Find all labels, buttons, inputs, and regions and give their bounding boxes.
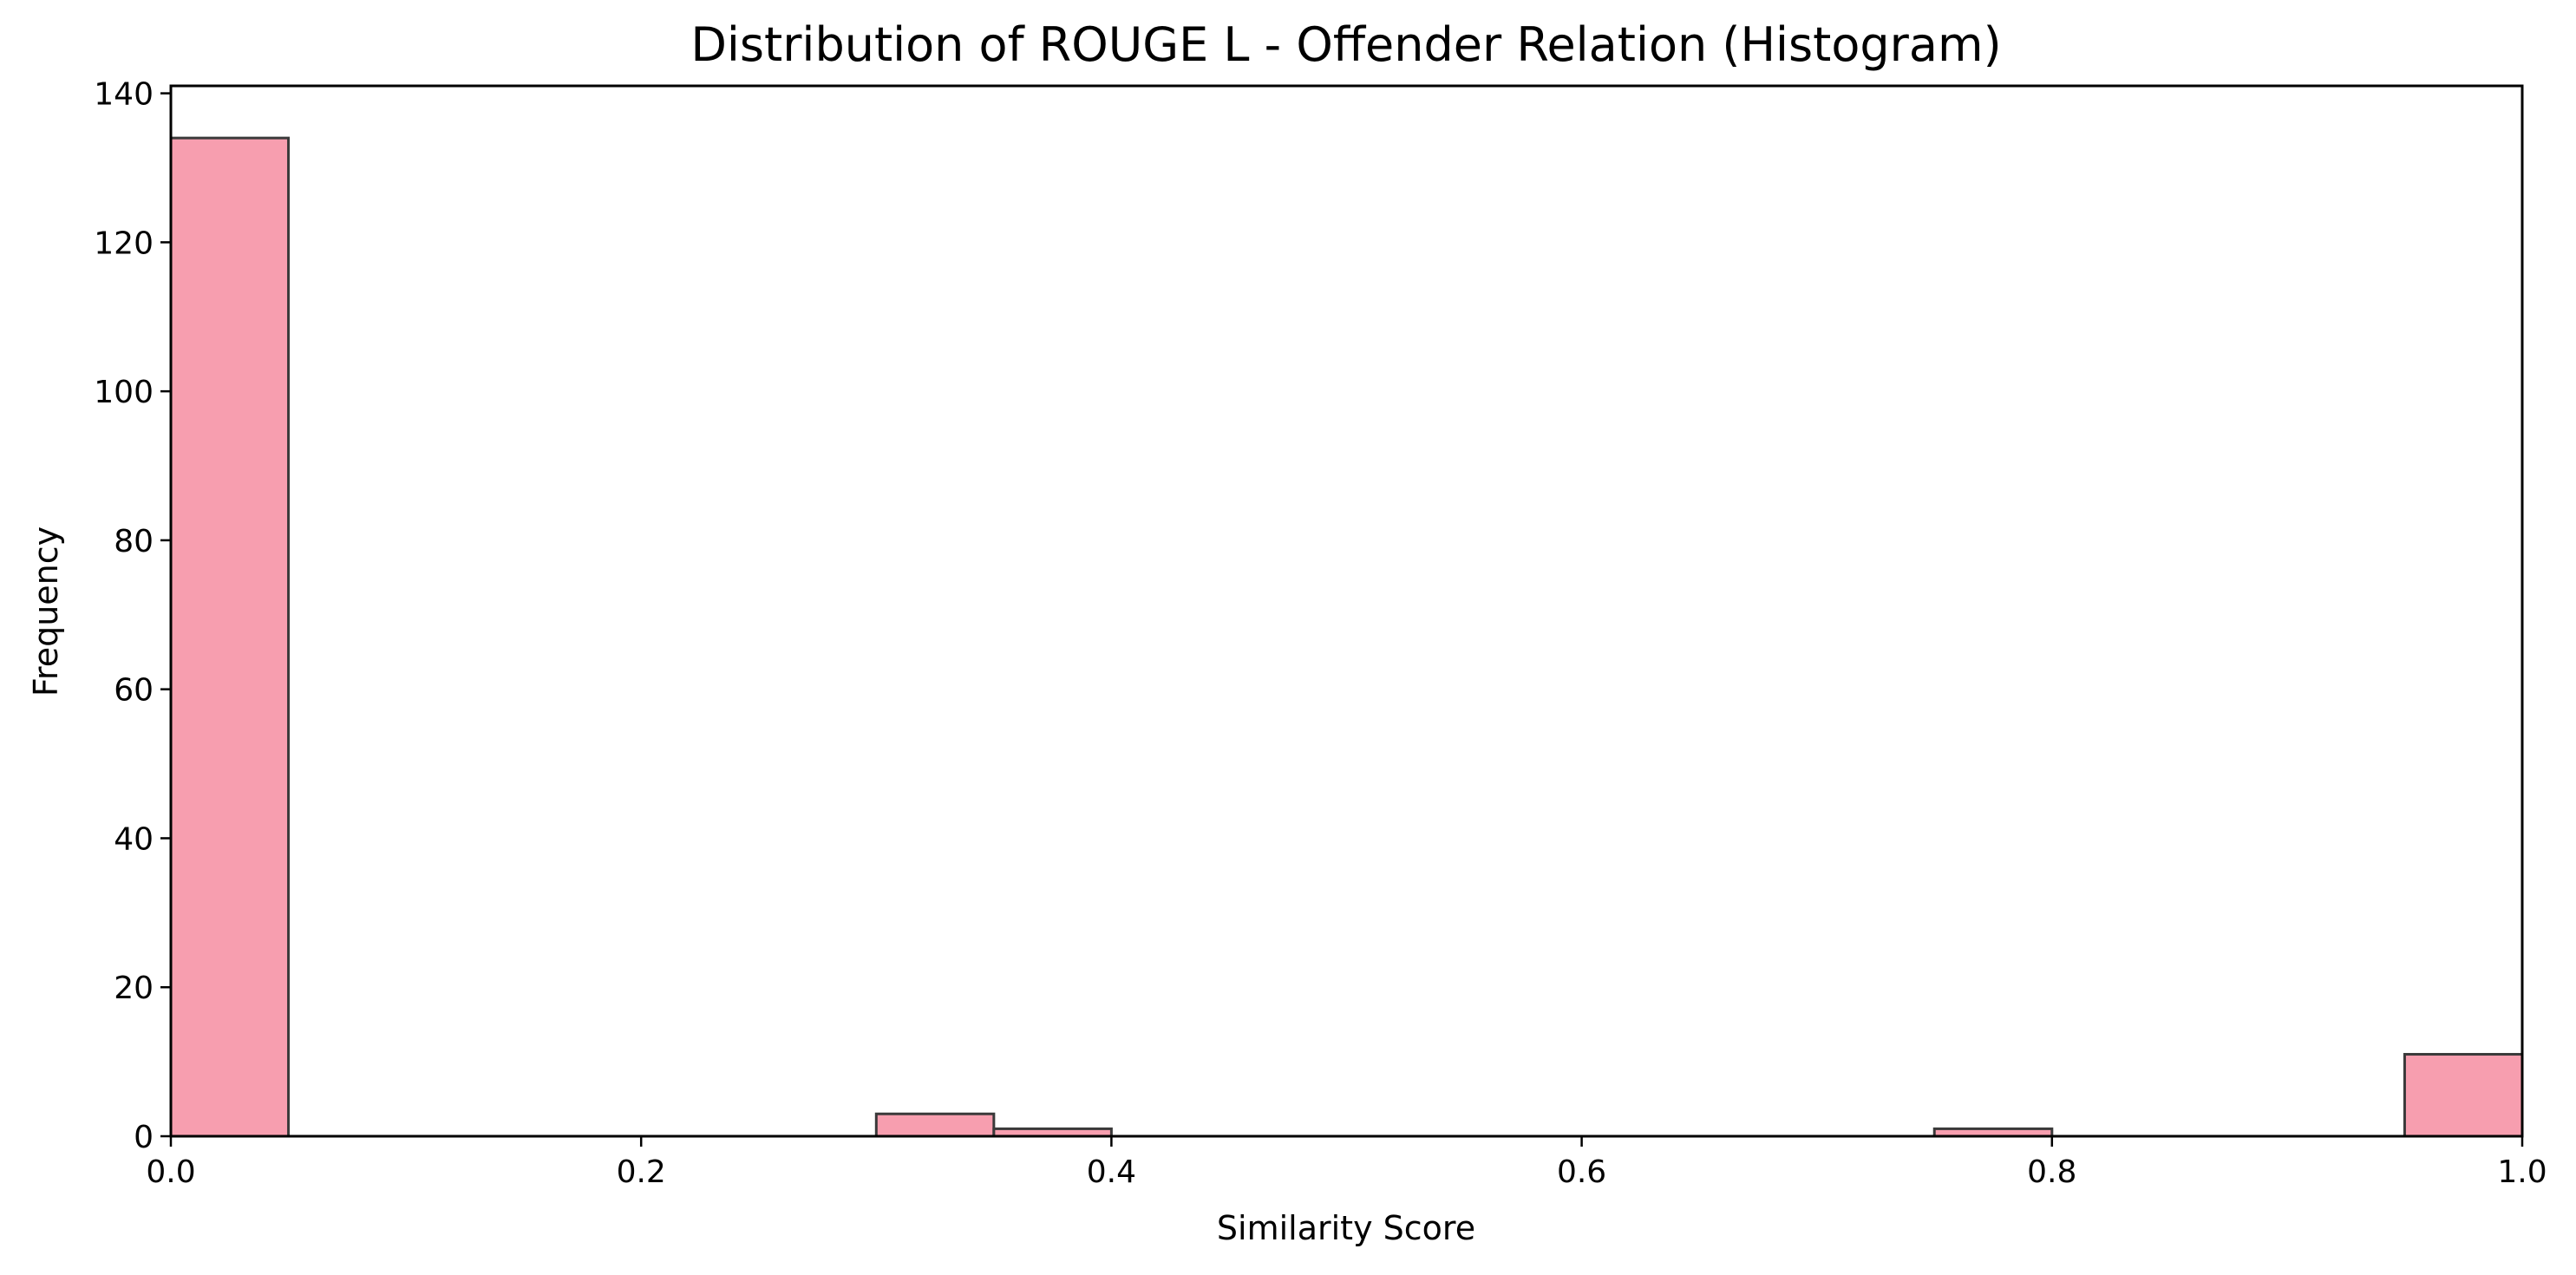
x-tick-label-3: 0.6 bbox=[1557, 1154, 1606, 1190]
y-tick-label-7: 140 bbox=[94, 77, 154, 113]
y-axis-label: Frequency bbox=[27, 526, 65, 696]
y-tick-label-6: 120 bbox=[94, 226, 154, 261]
x-tick-label-0: 0.0 bbox=[146, 1154, 195, 1190]
y-tick-label-4: 80 bbox=[114, 524, 154, 559]
chart-title: Distribution of ROUGE L - Offender Relat… bbox=[690, 17, 2001, 72]
y-tick-label-2: 40 bbox=[114, 821, 154, 857]
x-axis-label: Similarity Score bbox=[1217, 1209, 1475, 1247]
histogram-bar-6 bbox=[874, 1112, 996, 1138]
y-tick-label-1: 20 bbox=[114, 971, 154, 1006]
y-tick-label-5: 100 bbox=[94, 375, 154, 410]
x-tick-label-1: 0.2 bbox=[617, 1154, 666, 1190]
bars-layer bbox=[169, 136, 2524, 1138]
plot-frame bbox=[169, 84, 2524, 1138]
x-axis-ticks: 0.0 0.2 0.4 0.6 0.8 1.0 bbox=[146, 1136, 2547, 1190]
y-axis-ticks: 0 20 40 60 80 100 120 140 bbox=[94, 77, 171, 1155]
histogram-bar-0 bbox=[169, 136, 291, 1138]
histogram-bar-19 bbox=[2403, 1053, 2524, 1138]
x-tick-label-5: 1.0 bbox=[2497, 1154, 2547, 1190]
x-tick-label-4: 0.8 bbox=[2027, 1154, 2076, 1190]
y-tick-label-0: 0 bbox=[134, 1120, 154, 1155]
x-tick-label-2: 0.4 bbox=[1087, 1154, 1136, 1190]
y-tick-label-3: 60 bbox=[114, 673, 154, 709]
